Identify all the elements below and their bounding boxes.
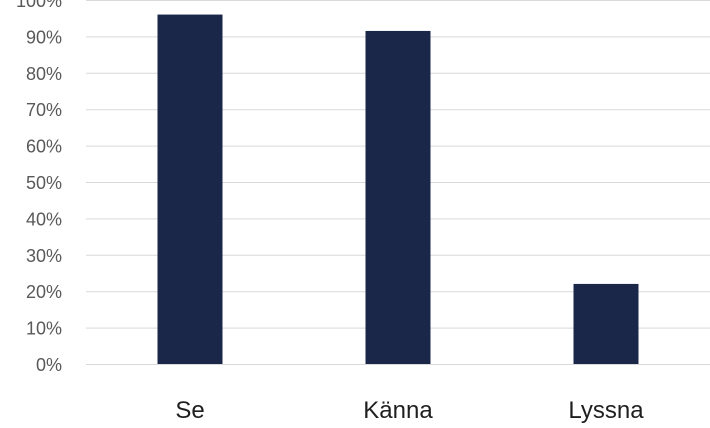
y-axis-tick-labels: 0% 10% 20% 30% 40% 50% 60% 70% 80% 90% 100% <box>16 0 62 375</box>
y-tick-label: 100% <box>16 0 62 11</box>
bar-känna <box>365 30 431 364</box>
bar-se <box>157 14 223 365</box>
y-tick-label: 0% <box>36 355 62 375</box>
y-tick-label: 60% <box>26 137 62 157</box>
y-tick-label: 80% <box>26 64 62 84</box>
x-category-label: Lyssna <box>568 397 644 424</box>
y-tick-label: 70% <box>26 100 62 120</box>
x-category-label: Se <box>175 397 204 424</box>
bar-lyssna <box>573 283 639 364</box>
bars <box>157 14 639 365</box>
y-tick-label: 40% <box>26 209 62 229</box>
x-category-label: Känna <box>363 397 433 424</box>
y-tick-label: 30% <box>26 246 62 266</box>
y-tick-label: 90% <box>26 27 62 47</box>
y-tick-label: 10% <box>26 319 62 339</box>
y-tick-label: 20% <box>26 282 62 302</box>
y-tick-label: 50% <box>26 173 62 193</box>
x-axis-category-labels: Se Känna Lyssna <box>175 397 644 424</box>
